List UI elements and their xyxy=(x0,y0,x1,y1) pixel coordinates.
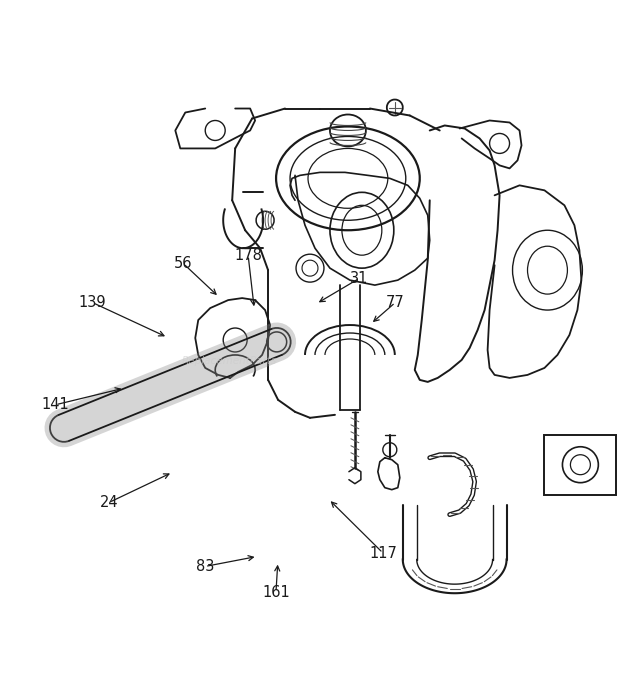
Text: 83: 83 xyxy=(196,559,214,574)
Text: 161: 161 xyxy=(262,585,290,599)
Text: 31: 31 xyxy=(350,271,369,286)
Text: 77: 77 xyxy=(386,295,405,310)
Text: 178: 178 xyxy=(234,248,262,263)
Text: 141: 141 xyxy=(42,398,69,412)
Text: 117: 117 xyxy=(369,545,397,560)
Text: 24: 24 xyxy=(100,495,118,510)
Text: 139: 139 xyxy=(79,295,106,310)
Text: 56: 56 xyxy=(174,256,192,271)
Text: ReplacementParts: ReplacementParts xyxy=(182,356,277,366)
